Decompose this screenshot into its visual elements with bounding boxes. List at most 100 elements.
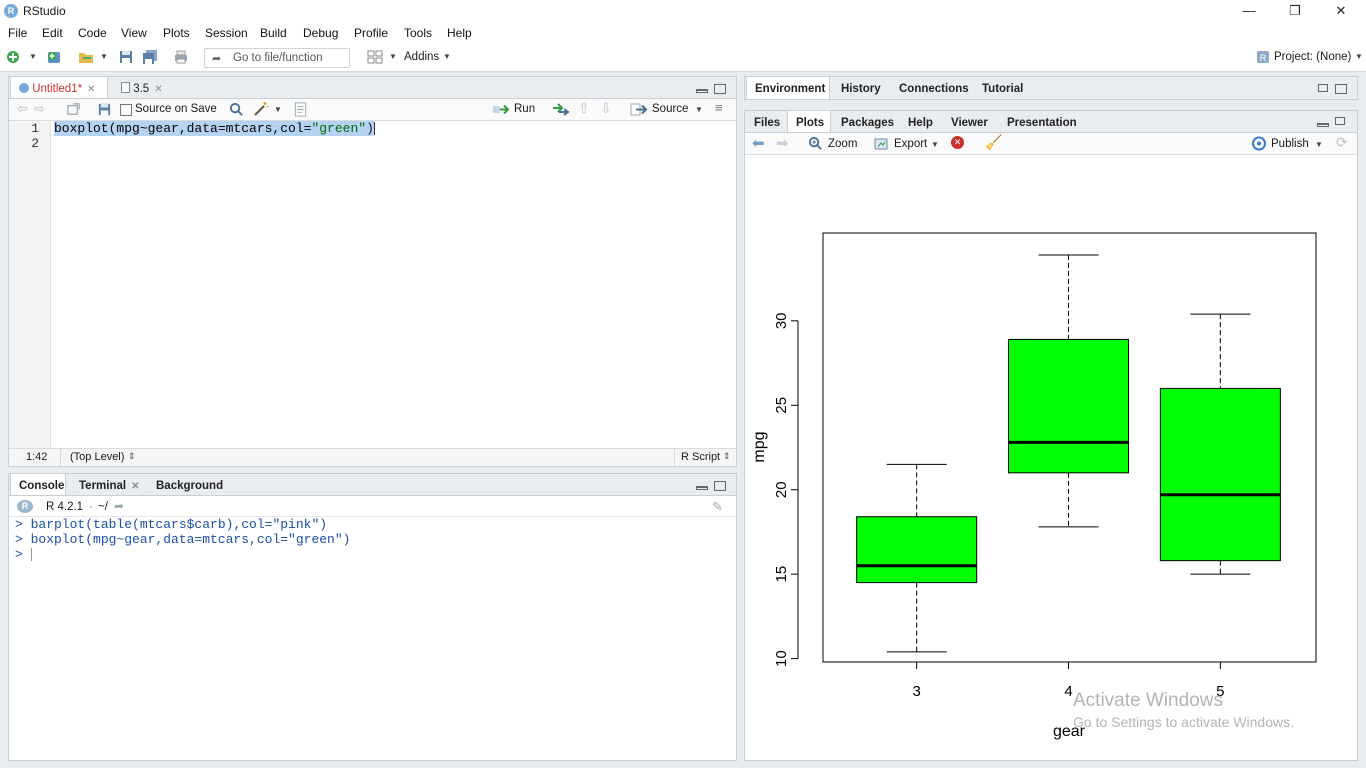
file-type-selector[interactable]: R Script: [681, 451, 721, 463]
show-in-window-icon[interactable]: [66, 102, 81, 117]
publish-button[interactable]: Publish: [1271, 138, 1309, 150]
menu-build[interactable]: Build: [260, 26, 287, 40]
menu-debug[interactable]: Debug: [303, 26, 339, 40]
addins-menu[interactable]: Addins: [404, 51, 440, 63]
close-tab-icon[interactable]: ✕: [154, 84, 163, 95]
menu-code[interactable]: Code: [78, 26, 107, 40]
clear-all-plots-icon[interactable]: 🧹: [985, 134, 1003, 150]
tab-tutorial[interactable]: Tutorial: [982, 83, 1024, 95]
console-header: R R 4.2.1 · ~/ ➦ ✎: [9, 497, 736, 517]
addins-dropdown-icon[interactable]: ▼: [443, 52, 451, 61]
new-file-icon[interactable]: [6, 49, 22, 65]
menu-view[interactable]: View: [121, 26, 147, 40]
go-down-chunk-icon[interactable]: ⇩: [600, 100, 612, 116]
menu-plots[interactable]: Plots: [163, 26, 190, 40]
goto-file-function-input[interactable]: ➦ Go to file/function: [204, 48, 350, 68]
go-up-chunk-icon[interactable]: ⇧: [578, 100, 590, 116]
code-tools-dropdown-icon[interactable]: ▼: [274, 105, 282, 114]
tab-packages[interactable]: Packages: [841, 117, 895, 129]
file-type-updown-icon[interactable]: ⇕: [723, 451, 731, 461]
compile-report-icon[interactable]: [294, 102, 308, 117]
publish-icon[interactable]: [1251, 136, 1267, 151]
console-prompt[interactable]: >: [15, 547, 32, 562]
zoom-icon[interactable]: [808, 136, 823, 151]
close-button[interactable]: ✕: [1335, 3, 1347, 18]
maximize-pane-icon[interactable]: [714, 481, 726, 491]
minimize-pane-icon[interactable]: [696, 89, 708, 93]
tab-3-5[interactable]: 3.5 ✕: [113, 77, 175, 98]
menu-edit[interactable]: Edit: [42, 26, 63, 40]
minimize-pane-icon[interactable]: [1317, 123, 1329, 127]
outline-icon[interactable]: ≡: [715, 100, 723, 115]
tab-history[interactable]: History: [841, 83, 881, 95]
refresh-icon[interactable]: ⟳: [1336, 134, 1348, 150]
source-button[interactable]: Source: [652, 103, 689, 115]
remove-plot-icon[interactable]: ✕: [951, 136, 964, 149]
save-icon[interactable]: [118, 49, 134, 65]
tab-console[interactable]: Console: [10, 474, 66, 495]
maximize-pane-icon[interactable]: [1335, 84, 1347, 94]
project-icon[interactable]: R: [1255, 49, 1271, 65]
tab-help[interactable]: Help: [908, 117, 933, 129]
open-dropdown-icon[interactable]: ▼: [100, 52, 108, 61]
zoom-button[interactable]: Zoom: [828, 138, 858, 150]
project-dropdown-icon[interactable]: ▼: [1355, 52, 1363, 61]
export-dropdown-icon[interactable]: ▼: [931, 140, 939, 149]
rerun-icon[interactable]: [552, 102, 570, 117]
tab-presentation[interactable]: Presentation: [1007, 117, 1077, 129]
grid-layout-icon[interactable]: [367, 49, 383, 65]
source-on-save-checkbox[interactable]: [120, 104, 132, 116]
export-icon[interactable]: [874, 136, 890, 151]
tab-connections[interactable]: Connections: [899, 83, 969, 95]
tab-background-jobs[interactable]: Background Jobs✕: [148, 474, 268, 516]
new-project-icon[interactable]: [46, 49, 62, 65]
maximize-pane-icon[interactable]: [714, 84, 726, 94]
save-all-icon[interactable]: [142, 49, 158, 65]
open-file-icon[interactable]: [78, 49, 94, 65]
goto-directory-icon[interactable]: ➦: [114, 499, 125, 513]
close-tab-icon[interactable]: ✕: [131, 481, 140, 492]
restore-pane-icon[interactable]: [1335, 117, 1345, 125]
previous-plot-icon[interactable]: ⬅: [752, 135, 765, 152]
source-icon[interactable]: [630, 102, 648, 117]
restore-pane-icon[interactable]: [1318, 84, 1328, 92]
minimize-button[interactable]: —: [1242, 3, 1256, 18]
magic-wand-icon[interactable]: [253, 101, 269, 117]
menu-help[interactable]: Help: [447, 26, 472, 40]
clear-console-icon[interactable]: ✎: [712, 499, 723, 514]
scope-updown-icon[interactable]: ⇕: [128, 451, 136, 461]
run-icon[interactable]: [492, 102, 510, 117]
print-icon[interactable]: [173, 49, 189, 65]
scope-selector[interactable]: (Top Level): [70, 451, 125, 463]
menu-tools[interactable]: Tools: [404, 26, 433, 40]
tab-files[interactable]: Files: [754, 117, 781, 129]
tab-viewer[interactable]: Viewer: [951, 117, 988, 129]
working-directory[interactable]: ~/: [98, 501, 108, 513]
export-button[interactable]: Export: [894, 138, 928, 150]
tab-3-5-label: 3.5: [133, 83, 150, 95]
run-button[interactable]: Run: [514, 103, 536, 115]
forward-arrow-icon[interactable]: ⇨: [34, 101, 45, 116]
code-editor[interactable]: boxplot(mpg~gear,data=mtcars,col="green"…: [51, 121, 736, 448]
new-file-dropdown-icon[interactable]: ▼: [29, 52, 37, 61]
tab-untitled1[interactable]: Untitled1* ✕: [10, 77, 108, 98]
tab-terminal[interactable]: Terminal ✕: [71, 474, 149, 495]
source-dropdown-icon[interactable]: ▼: [695, 105, 703, 114]
save-editor-icon[interactable]: [97, 102, 112, 117]
next-plot-icon[interactable]: ➡: [776, 135, 789, 152]
back-arrow-icon[interactable]: ⇦: [17, 101, 28, 116]
close-tab-icon[interactable]: ✕: [87, 84, 96, 95]
minimize-pane-icon[interactable]: [696, 486, 708, 490]
tab-plots[interactable]: Plots: [787, 111, 831, 132]
menu-profile[interactable]: Profile: [354, 26, 389, 40]
menu-session[interactable]: Session: [205, 26, 248, 40]
menu-file[interactable]: File: [8, 26, 28, 40]
code-line-1[interactable]: boxplot(mpg~gear,data=mtcars,col="green"…: [54, 121, 375, 136]
layout-dropdown-icon[interactable]: ▼: [389, 52, 397, 61]
console-output[interactable]: > barplot(table(mtcars$carb),col="pink")…: [9, 517, 736, 760]
tab-environment[interactable]: Environment: [746, 77, 830, 99]
project-label[interactable]: Project: (None): [1274, 51, 1352, 63]
search-icon[interactable]: [229, 102, 244, 117]
restore-button[interactable]: ❐: [1289, 3, 1301, 18]
publish-dropdown-icon[interactable]: ▼: [1315, 140, 1323, 149]
